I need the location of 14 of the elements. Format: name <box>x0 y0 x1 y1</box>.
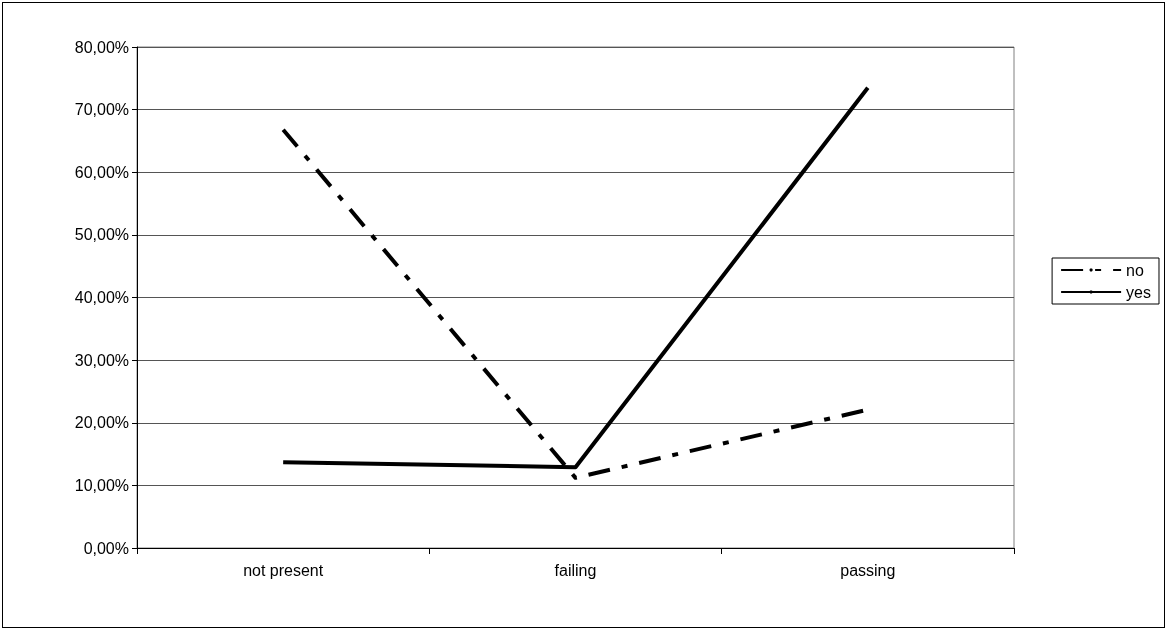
y-tick-label: 30,00% <box>74 351 129 369</box>
x-tick-label: failing <box>554 561 597 579</box>
y-tick-label: 10,00% <box>74 476 129 494</box>
y-tick-label: 60,00% <box>74 163 129 181</box>
y-tick-label: 40,00% <box>74 289 129 306</box>
y-tick-label: 70,00% <box>74 101 129 119</box>
legend-label: yes <box>1126 283 1152 301</box>
x-tick-label: passing <box>840 561 896 579</box>
y-tick-label: 20,00% <box>74 414 129 432</box>
y-tick-label: 80,00% <box>74 38 129 56</box>
x-tick-label: not present <box>243 561 324 579</box>
y-tick-label: 50,00% <box>74 226 129 244</box>
legend-label: no <box>1126 261 1144 279</box>
y-tick-label: 0,00% <box>83 539 129 557</box>
